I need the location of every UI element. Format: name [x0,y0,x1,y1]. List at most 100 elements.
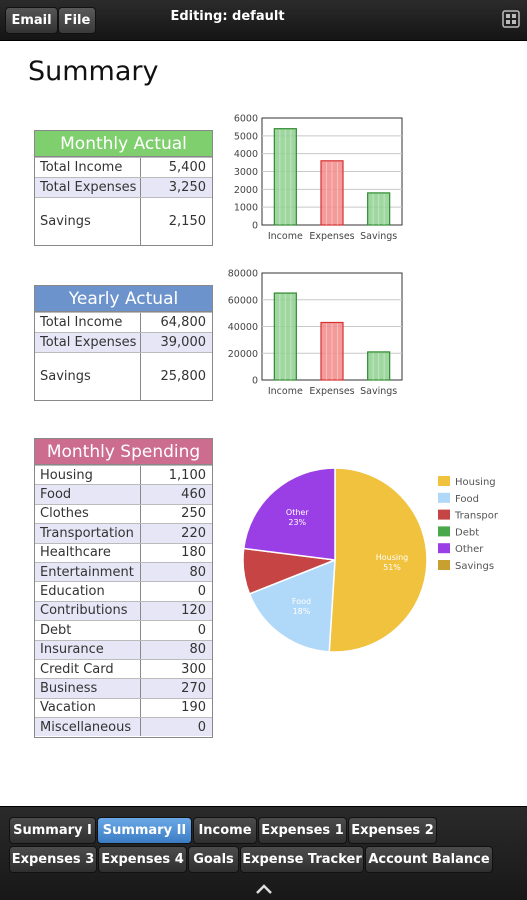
monthly-actual-table: Monthly Actual Total Income 5,400 Total … [34,130,213,246]
legend-swatch [438,476,450,486]
row-value: 300 [181,661,206,677]
row-label: Miscellaneous [35,718,141,737]
email-button[interactable]: Email [5,7,58,34]
pie-slice-label: Housing [376,553,409,562]
row-value: 180 [181,545,206,561]
legend-label: Savings [455,561,494,572]
legend-swatch [438,560,450,570]
row-value: 5,400 [168,160,206,175]
pie-slice-label: 23% [288,518,306,527]
legend-label: Debt [455,527,479,538]
y-tick-label: 40000 [228,322,258,333]
tab-goals[interactable]: Goals [188,846,239,873]
bar-savings [367,351,391,381]
legend-label: Other [455,544,484,555]
legend-swatch [438,509,450,520]
y-tick-label: 1000 [234,203,258,214]
row-value: 1,100 [168,467,206,483]
monthly-spending-header: Monthly Spending [35,439,212,465]
row-value: 39,000 [160,335,207,350]
table-row: Business 270 [35,678,212,698]
table-row: Transportation 220 [35,523,212,543]
row-label: Debt [35,621,141,640]
y-tick-label: 3000 [234,167,258,178]
chevron-up-icon[interactable] [255,883,273,895]
row-label: Entertainment [35,562,141,582]
x-tick-label: Expenses [309,231,354,242]
bar-income [273,292,297,381]
yearly-actual-header: Yearly Actual [35,286,212,312]
pie-slice-label: 18% [293,607,311,616]
row-label: Total Income [35,313,141,332]
grid-menu-icon[interactable] [502,10,520,28]
y-tick-label: 2000 [234,185,258,196]
legend-label: Transpor [454,511,499,522]
y-tick-label: 0 [252,376,258,387]
y-tick-label: 20000 [228,349,258,360]
table-row: Insurance 80 [35,639,212,659]
legend-label: Food [455,494,479,505]
table-row: Food 460 [35,484,212,504]
row-label: Healthcare [35,543,141,562]
row-value: 0 [197,584,206,600]
tab-expenses-4[interactable]: Expenses 4 [98,846,187,873]
bar-income [273,128,297,226]
row-label: Credit Card [35,659,141,679]
pie-slice-housing [328,467,428,653]
row-label: Transportation [35,524,141,543]
monthly-spending-pie-chart: Housing51%Food18%Other23%HousingFoodTran… [242,467,499,653]
tab-expenses-1[interactable]: Expenses 1 [258,817,347,844]
tab-expense-tracker[interactable]: Expense Tracker [240,846,364,873]
row-label: Total Income [35,158,141,177]
row-label: Savings [35,353,141,400]
row-label: Education [35,582,141,601]
row-label: Total Expenses [35,333,141,352]
pie-slice-food [248,558,336,653]
table-row: Total Income 64,800 [35,312,212,332]
row-value: 250 [181,506,206,522]
table-row: Credit Card 300 [35,658,212,679]
legend-swatch [438,543,450,554]
row-value: 190 [181,700,206,716]
yearly-actual-bar-chart: 0 20000 40000 60000 80000 Income Expenses Savin… [228,269,403,397]
pie-slice-label: Food [292,597,311,606]
editing-title: Editing: default [170,9,285,24]
table-row: Housing 1,100 [35,465,212,485]
top-bar: Email File Editing: default [0,0,527,41]
file-button[interactable]: File [58,7,96,34]
table-row: Total Income 5,400 [35,157,212,177]
row-value: 3,250 [168,180,206,195]
tab-income[interactable]: Income [193,817,257,844]
row-value: 120 [181,603,206,619]
bar-expenses [320,160,344,226]
page-title: Summary [28,56,159,87]
tab-summary-i[interactable]: Summary I [9,817,96,844]
row-label: Total Expenses [35,178,141,197]
y-tick-label: 5000 [234,131,258,142]
monthly-actual-bar-chart: 0 1000 2000 3000 4000 5000 6000 Income Expenses S… [234,114,403,242]
table-row: Total Expenses 3,250 [35,177,212,197]
table-row: Clothes 250 [35,503,212,524]
row-label: Insurance [35,640,141,659]
row-label: Clothes [35,504,141,524]
legend-swatch [438,526,450,537]
table-row: Savings 25,800 [35,352,212,400]
yearly-actual-table: Yearly Actual Total Income 64,800 Total … [34,285,213,401]
monthly-actual-header: Monthly Actual [35,131,212,157]
row-label: Food [35,485,141,504]
legend-label: Housing [455,477,496,488]
tab-summary-ii[interactable]: Summary II [97,817,192,844]
table-row: Total Expenses 39,000 [35,332,212,352]
tab-account-balance[interactable]: Account Balance [365,846,493,873]
tab-expenses-3[interactable]: Expenses 3 [9,846,97,873]
row-value: 25,800 [160,369,207,384]
table-row: Healthcare 180 [35,542,212,562]
x-tick-label: Savings [360,231,397,242]
table-row: Education 0 [35,581,212,601]
row-value: 270 [181,680,206,696]
tab-expenses-2[interactable]: Expenses 2 [348,817,437,844]
x-tick-label: Savings [360,386,397,397]
pie-slice-other [242,467,336,561]
legend-swatch [438,492,450,503]
table-row: Miscellaneous 0 [35,717,212,737]
